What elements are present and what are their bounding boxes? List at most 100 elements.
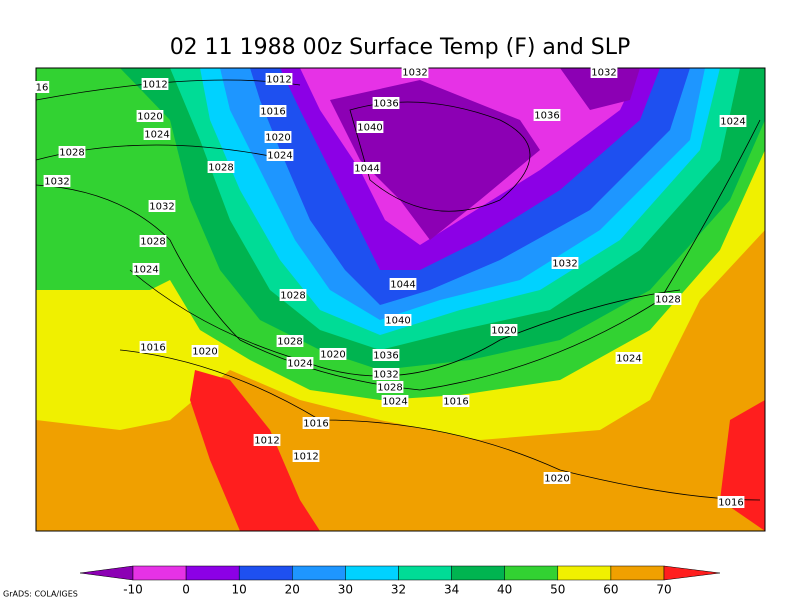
isobar-label-box [148, 200, 176, 212]
colorbar-label: 34 [444, 583, 459, 597]
isobar [129, 269, 681, 377]
isobar-label-box [319, 348, 347, 360]
colorbar-label: -10 [123, 583, 143, 597]
isobar-label-box [401, 66, 429, 78]
isobar-label: 1012 [142, 80, 167, 91]
isobar-label-box [381, 395, 409, 407]
isobar-label-box [719, 115, 747, 127]
colorbar-swatch [663, 565, 721, 581]
isobar-label: 1032 [149, 202, 174, 213]
isobar-label-box [136, 110, 164, 122]
isobar-label-box [590, 66, 618, 78]
isobar-label: 1016 [303, 419, 328, 430]
isobar-label-box [615, 352, 643, 364]
isobar-label: 16 [36, 83, 49, 94]
colorbar-label: 40 [497, 583, 512, 597]
colorbar-label: 10 [232, 583, 247, 597]
isobar-label-box [279, 289, 307, 301]
isobar-label-box [264, 131, 292, 143]
colorbar-swatch [185, 565, 240, 581]
isobar-label: 1012 [254, 436, 279, 447]
isobar-label: 1016 [140, 343, 165, 354]
isobar-label-box [141, 78, 169, 90]
isobar-label-box [356, 121, 384, 133]
isobar [119, 349, 761, 501]
isobar-label: 1020 [491, 326, 516, 337]
temp-region [330, 68, 640, 240]
isobar-label-box [372, 368, 400, 380]
isobar-label-box [353, 162, 381, 174]
isobar-label: 1012 [293, 452, 318, 463]
isobar-label-box [43, 175, 71, 187]
isobar-label: 1020 [265, 133, 290, 144]
isobar-label-box [207, 161, 235, 173]
colorbar-swatch [398, 565, 452, 581]
isobar-label: 1024 [616, 354, 641, 365]
isobar-label-box [543, 472, 571, 484]
isobar [349, 101, 531, 212]
isobar-label: 1044 [354, 164, 379, 175]
isobar-label-box [376, 381, 404, 393]
temp-region [190, 370, 765, 531]
isobar-label-box [265, 73, 293, 85]
isobar-label-box [143, 128, 171, 140]
isobar-label: 1020 [544, 474, 569, 485]
isobar-label: 1028 [59, 148, 84, 159]
isobar-label: 1024 [144, 130, 169, 141]
isobar-label: 1036 [534, 111, 559, 122]
isobar-label: 1032 [402, 68, 427, 79]
isobar-label: 1028 [655, 295, 680, 306]
isobar-label-box [372, 349, 400, 361]
colorbar-label: 32 [391, 583, 406, 597]
isobar-label-box [253, 434, 281, 446]
colorbar-label: 70 [656, 583, 671, 597]
isobar-label: 1036 [373, 99, 398, 110]
isobar-label: 1040 [385, 316, 410, 327]
isobar-label-box [292, 450, 320, 462]
isobar-label-box [139, 235, 167, 247]
isobar-label-box [551, 257, 579, 269]
isobar-label-box [442, 395, 470, 407]
isobar-label-box [286, 357, 314, 369]
isobar-label: 1028 [280, 291, 305, 302]
colorbar-swatch [504, 565, 559, 581]
isobar-labels: 1012 1012 1032 1032 16 1020 1016 1036 1036 1024 10… [34, 66, 747, 509]
colorbar-swatch [132, 565, 187, 581]
isobar-label: 1044 [390, 280, 415, 291]
isobar-label: 1032 [591, 68, 616, 79]
isobar-label: 1016 [260, 107, 285, 118]
colorbar-swatch [79, 565, 134, 581]
isobar-label: 1032 [552, 259, 577, 270]
colorbar: -10 0 10 20 30 32 34 40 50 60 70 [79, 565, 721, 597]
isobar-label-box [490, 324, 518, 336]
isobar-label-box [389, 278, 417, 290]
isobar-label-box [533, 109, 561, 121]
isobar-label: 1032 [44, 177, 69, 188]
isobar-label: 1012 [266, 75, 291, 86]
colorbar-swatch [557, 565, 612, 581]
isobar-label-box [276, 335, 304, 347]
credit: GrADS: COLA/IGES [3, 590, 78, 599]
isobar-label: 1028 [277, 337, 302, 348]
colorbar-label: 20 [285, 583, 300, 597]
isobar-label-box [139, 341, 167, 353]
isobar-label-box [58, 146, 86, 158]
colorbar-swatch [238, 565, 293, 581]
map-frame [35, 67, 766, 532]
isobar-label-box [132, 263, 160, 275]
isobar-label: 1036 [373, 351, 398, 362]
isobar-label-box [384, 314, 412, 326]
isobar-label: 1016 [443, 397, 468, 408]
colorbar-label: 50 [550, 583, 565, 597]
isobar-label: 1020 [320, 350, 345, 361]
isobar-label: 1028 [377, 383, 402, 394]
colorbar-label: 60 [603, 583, 618, 597]
isobar-label-box [34, 81, 50, 93]
isobar-label: 1024 [720, 117, 745, 128]
isobar-label: 1040 [357, 123, 382, 134]
isobar-label: 1028 [140, 237, 165, 248]
colorbar-label: 0 [182, 583, 190, 597]
isobar-label: 1020 [192, 347, 217, 358]
colorbar-swatch [292, 565, 346, 581]
colorbar-swatch [610, 565, 665, 581]
